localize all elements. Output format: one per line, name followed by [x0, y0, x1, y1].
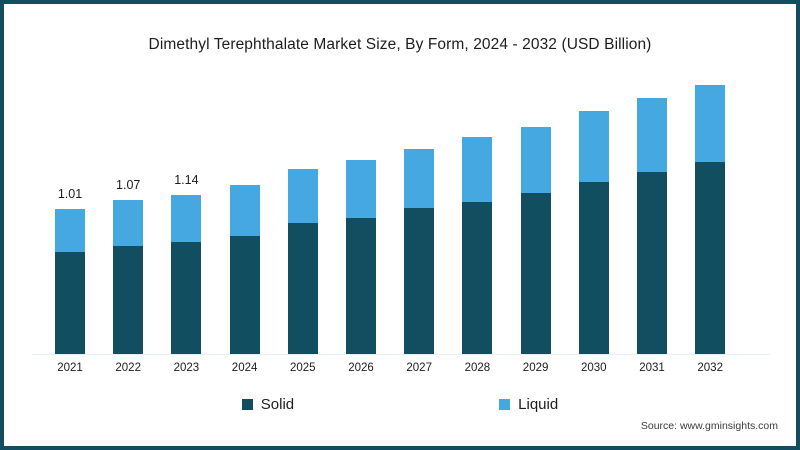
x-axis-tick-2032: 2032 — [697, 362, 723, 374]
x-axis-tick-2022: 2022 — [115, 362, 141, 374]
axis-baseline — [32, 354, 770, 355]
legend-swatch-liquid-icon — [499, 399, 511, 410]
x-axis-tick-2024: 2024 — [231, 362, 258, 374]
x-axis-tick-2028: 2028 — [464, 362, 491, 374]
chart-title: Dimethyl Terephthalate Market Size, By F… — [148, 36, 652, 53]
bar-group[interactable] — [404, 148, 435, 354]
bar-segment-solid[interactable] — [346, 217, 376, 354]
legend-label-liquid: Liquid — [518, 396, 559, 413]
bar-segment-solid[interactable] — [55, 252, 85, 354]
x-axis-tick-2021: 2021 — [57, 362, 83, 374]
bar-group[interactable] — [346, 160, 376, 354]
x-axis-tick-2026: 2026 — [348, 362, 374, 374]
bar-group[interactable] — [695, 85, 726, 354]
bar-segment-solid[interactable] — [520, 193, 551, 354]
bar-segment-liquid[interactable] — [229, 184, 260, 237]
chart-legend: Solid Liquid — [4, 396, 796, 413]
x-axis-tick-2025: 2025 — [290, 362, 316, 374]
bar-group[interactable] — [462, 137, 493, 354]
bar-segment-liquid[interactable] — [520, 127, 551, 194]
bar-segment-solid[interactable] — [229, 236, 260, 354]
x-axis-tick-2031: 2031 — [639, 362, 665, 374]
bar-segment-solid[interactable] — [113, 246, 144, 354]
x-axis-tick-2023: 2023 — [173, 362, 200, 374]
bar-data-label: 1.07 — [116, 178, 141, 193]
legend-swatch-solid-icon — [241, 399, 253, 410]
legend-item-solid[interactable]: Solid — [241, 396, 295, 413]
bar-segment-liquid[interactable] — [346, 160, 376, 218]
x-axis-tick-2027: 2027 — [406, 362, 432, 374]
bar-group[interactable] — [578, 111, 609, 354]
bar-group[interactable] — [171, 194, 202, 354]
x-axis-tick-2029: 2029 — [522, 362, 549, 374]
bar-segment-liquid[interactable] — [287, 168, 318, 224]
bar-segment-solid[interactable] — [404, 207, 435, 354]
bar-group[interactable] — [637, 98, 667, 354]
bar-segment-liquid[interactable] — [55, 208, 85, 253]
legend-label-solid: Solid — [260, 396, 295, 413]
bar-group[interactable] — [229, 184, 260, 354]
bar-group[interactable] — [520, 127, 551, 354]
source-attribution: Source: www.gminsights.com — [640, 420, 778, 432]
plot-area: 1.01 1.07 1.14 2021 2022 2023 2024 2025 2026 202… — [4, 4, 796, 446]
legend-item-liquid[interactable]: Liquid — [499, 396, 558, 413]
bar-data-label: 1.01 — [57, 186, 83, 201]
bar-segment-solid[interactable] — [578, 181, 609, 354]
bar-segment-liquid[interactable] — [404, 148, 435, 208]
bar-segment-liquid[interactable] — [695, 85, 726, 162]
bar-group[interactable] — [287, 168, 318, 354]
bar-segment-solid[interactable] — [171, 242, 202, 354]
bar-group[interactable] — [55, 208, 85, 354]
bar-segment-liquid[interactable] — [578, 111, 609, 182]
bar-segment-liquid[interactable] — [171, 194, 202, 242]
bar-segment-solid[interactable] — [637, 171, 667, 354]
bar-segment-solid[interactable] — [287, 223, 318, 354]
bar-group[interactable] — [113, 200, 144, 354]
bar-segment-liquid[interactable] — [113, 200, 144, 247]
bar-segment-liquid[interactable] — [637, 98, 667, 172]
bar-segment-solid[interactable] — [462, 201, 493, 354]
bar-data-label: 1.14 — [174, 172, 199, 187]
bar-segment-liquid[interactable] — [462, 137, 493, 202]
bar-segment-solid[interactable] — [695, 161, 726, 354]
x-axis-tick-2030: 2030 — [581, 362, 607, 374]
